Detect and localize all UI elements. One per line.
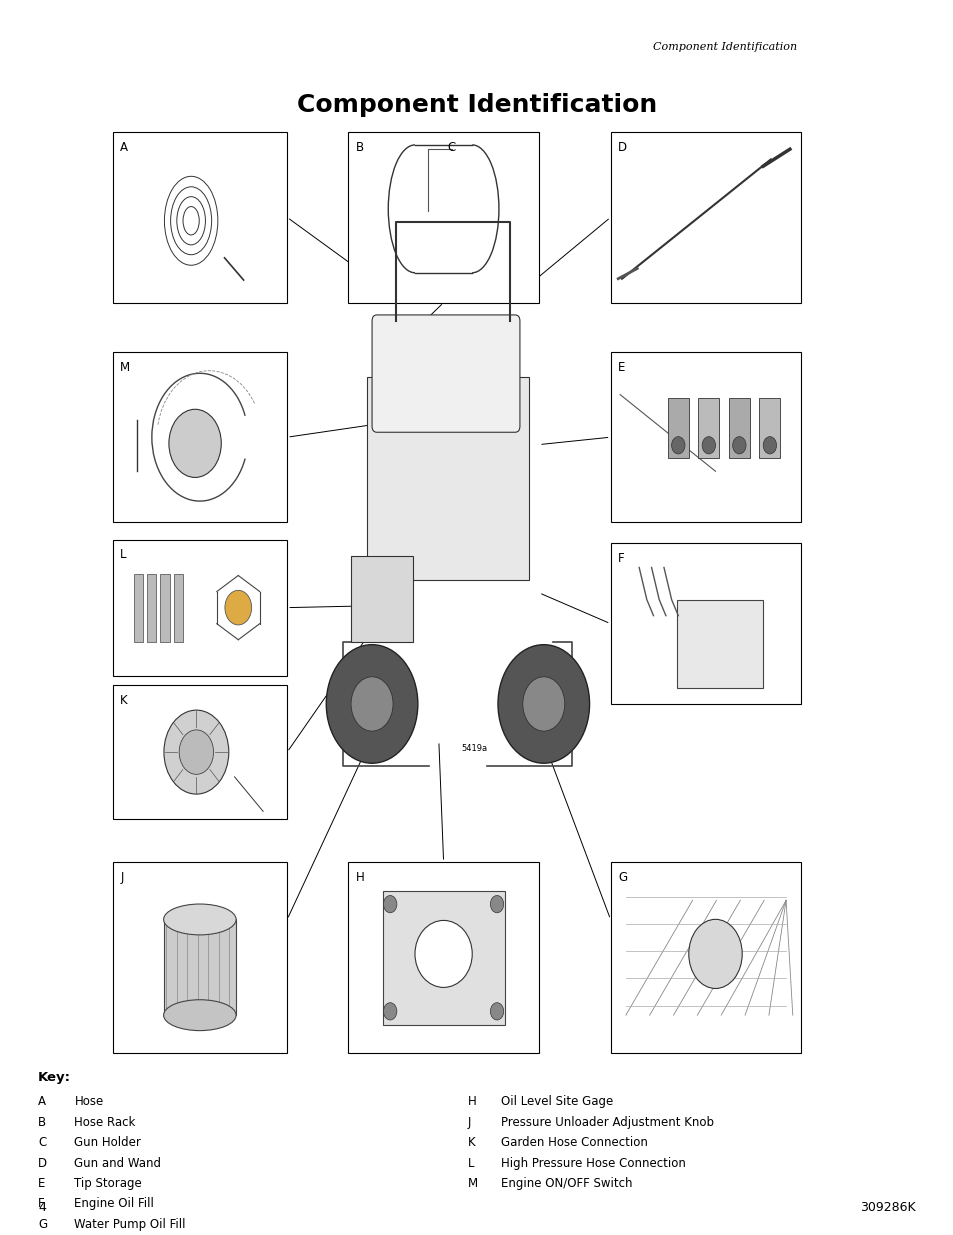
Bar: [112, 132, 287, 303]
Bar: [348, 862, 538, 1053]
Circle shape: [688, 919, 741, 988]
Text: M: M: [120, 361, 131, 374]
Bar: [112, 352, 287, 522]
Text: F: F: [618, 552, 624, 566]
Text: Hose: Hose: [74, 1095, 104, 1109]
Circle shape: [179, 730, 213, 774]
Circle shape: [522, 677, 564, 731]
Bar: [163, 919, 235, 1015]
Text: Pressure Unloader Adjustment Knob: Pressure Unloader Adjustment Knob: [500, 1116, 713, 1129]
Text: J: J: [120, 871, 124, 884]
Text: Component Identification: Component Identification: [296, 93, 657, 116]
Ellipse shape: [164, 1000, 236, 1030]
Circle shape: [383, 1003, 396, 1020]
Circle shape: [671, 437, 684, 454]
Bar: [610, 132, 801, 303]
Bar: [610, 352, 801, 522]
Text: M: M: [467, 1177, 477, 1191]
Text: E: E: [618, 361, 625, 374]
Bar: [173, 573, 183, 642]
Text: Gun and Wand: Gun and Wand: [74, 1156, 161, 1170]
Circle shape: [351, 677, 393, 731]
Text: A: A: [120, 141, 128, 154]
Text: Key:: Key:: [38, 1071, 71, 1084]
Text: Oil Level Site Gage: Oil Level Site Gage: [500, 1095, 613, 1109]
Text: Garden Hose Connection: Garden Hose Connection: [500, 1136, 647, 1150]
Text: 309286K: 309286K: [860, 1200, 915, 1214]
Text: C: C: [38, 1136, 47, 1150]
Bar: [382, 890, 504, 1025]
Text: Gun Holder: Gun Holder: [74, 1136, 141, 1150]
Circle shape: [762, 437, 776, 454]
Bar: [759, 399, 780, 458]
Circle shape: [490, 895, 503, 913]
Bar: [610, 543, 801, 704]
Text: C: C: [447, 141, 456, 154]
Text: E: E: [38, 1177, 46, 1191]
Text: L: L: [467, 1156, 474, 1170]
Bar: [112, 540, 287, 676]
Bar: [160, 573, 170, 642]
Bar: [348, 132, 538, 303]
Bar: [728, 399, 749, 458]
Text: 4: 4: [38, 1200, 46, 1214]
Text: 5419a: 5419a: [460, 745, 487, 753]
Circle shape: [732, 437, 745, 454]
Text: G: G: [38, 1218, 48, 1231]
Text: A: A: [38, 1095, 46, 1109]
Bar: [610, 862, 801, 1053]
Circle shape: [225, 590, 252, 625]
Text: J: J: [467, 1116, 471, 1129]
Text: B: B: [355, 141, 364, 154]
Bar: [367, 377, 529, 580]
Text: Water Pump Oil Fill: Water Pump Oil Fill: [74, 1218, 186, 1231]
Bar: [351, 556, 413, 642]
Bar: [677, 600, 762, 688]
Bar: [133, 573, 143, 642]
Text: F: F: [38, 1198, 45, 1210]
Ellipse shape: [164, 904, 236, 935]
Text: Engine Oil Fill: Engine Oil Fill: [74, 1198, 154, 1210]
Bar: [112, 685, 287, 819]
Text: L: L: [120, 548, 127, 562]
Circle shape: [490, 1003, 503, 1020]
Bar: [112, 862, 287, 1053]
Text: B: B: [38, 1116, 47, 1129]
Circle shape: [701, 437, 715, 454]
Text: K: K: [120, 694, 128, 708]
Text: K: K: [467, 1136, 475, 1150]
Bar: [147, 573, 156, 642]
Text: Tip Storage: Tip Storage: [74, 1177, 142, 1191]
Ellipse shape: [169, 409, 221, 478]
FancyBboxPatch shape: [372, 315, 519, 432]
Text: High Pressure Hose Connection: High Pressure Hose Connection: [500, 1156, 685, 1170]
Bar: [667, 399, 688, 458]
Text: H: H: [467, 1095, 476, 1109]
Circle shape: [497, 645, 589, 763]
Text: Component Identification: Component Identification: [653, 42, 797, 52]
Text: D: D: [618, 141, 627, 154]
Text: Engine ON/OFF Switch: Engine ON/OFF Switch: [500, 1177, 632, 1191]
Bar: [698, 399, 719, 458]
Circle shape: [383, 895, 396, 913]
Text: H: H: [355, 871, 364, 884]
Text: Hose Rack: Hose Rack: [74, 1116, 135, 1129]
Circle shape: [164, 710, 229, 794]
Circle shape: [326, 645, 417, 763]
Text: D: D: [38, 1156, 48, 1170]
Text: G: G: [618, 871, 627, 884]
Ellipse shape: [415, 920, 472, 988]
